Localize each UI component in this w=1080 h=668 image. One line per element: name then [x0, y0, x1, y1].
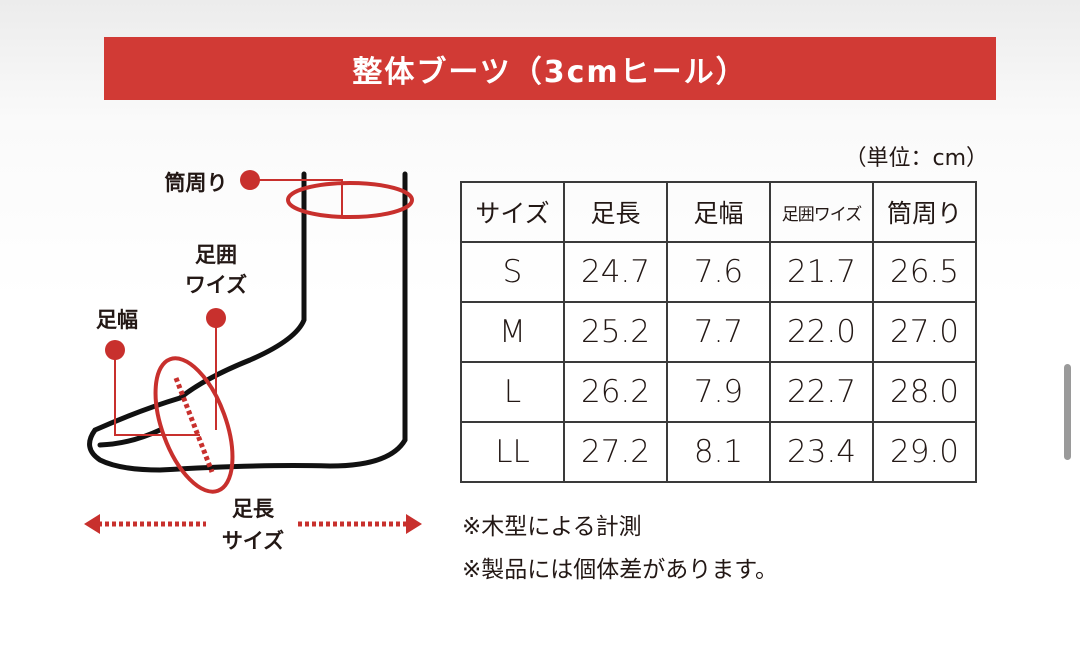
table-cell: 27.2	[563, 421, 668, 483]
table-row: L 26.2 7.9 22.7 28.0	[460, 361, 977, 423]
table-cell: M	[460, 301, 565, 363]
table-cell: 27.0	[872, 301, 977, 363]
label-girth: ワイズ	[185, 273, 247, 297]
table-cell: S	[460, 241, 565, 303]
table-row: M 25.2 7.7 22.0 27.0	[460, 301, 977, 363]
header-cell: サイズ	[460, 181, 565, 243]
table-cell: 28.0	[872, 361, 977, 423]
header-cell: 足囲ワイズ	[769, 181, 874, 243]
table-cell: 22.0	[769, 301, 874, 363]
table-cell: 7.7	[666, 301, 771, 363]
title-banner: 整体ブーツ（3cmヒール）	[104, 37, 996, 100]
note: ※製品には個体差があります。	[462, 557, 778, 583]
table-cell: 8.1	[666, 421, 771, 483]
label-length: 足長	[232, 497, 275, 521]
table-cell: 7.6	[666, 241, 771, 303]
header-cell: 足長	[563, 181, 668, 243]
table-cell: 26.2	[563, 361, 668, 423]
table-cell: 24.7	[563, 241, 668, 303]
table-cell: 25.2	[563, 301, 668, 363]
unit-note: （単位：cm）	[844, 146, 988, 171]
size-table: サイズ 足長 足幅 足囲ワイズ 筒周り S 24.7 7.6 21.7 26.5 M 25.…	[460, 181, 977, 483]
label-length: サイズ	[222, 529, 284, 553]
scrollbar[interactable]	[1064, 364, 1071, 460]
table-cell: 22.7	[769, 361, 874, 423]
table-row: S 24.7 7.6 21.7 26.5	[460, 241, 977, 303]
header-cell: 足幅	[666, 181, 771, 243]
table-cell: 29.0	[872, 421, 977, 483]
table-cell: LL	[460, 421, 565, 483]
notes: ※木型による計測 ※製品には個体差があります。	[462, 506, 778, 592]
header-row: サイズ 足長 足幅 足囲ワイズ 筒周り	[460, 181, 977, 243]
table-cell: L	[460, 361, 565, 423]
foot-diagram: 筒周り 足囲 ワイズ 足幅 足長 サイズ	[84, 170, 422, 553]
table-cell: 21.7	[769, 241, 874, 303]
header-cell: 筒周り	[872, 181, 977, 243]
note: ※木型による計測	[462, 514, 642, 540]
table-cell: 26.5	[872, 241, 977, 303]
label-width: 足幅	[96, 308, 138, 332]
table-cell: 7.9	[666, 361, 771, 423]
table-row: LL 27.2 8.1 23.4 29.0	[460, 421, 977, 483]
table-cell: 23.4	[769, 421, 874, 483]
label-girth: 足囲	[195, 243, 237, 267]
label-calf: 筒周り	[165, 171, 228, 195]
